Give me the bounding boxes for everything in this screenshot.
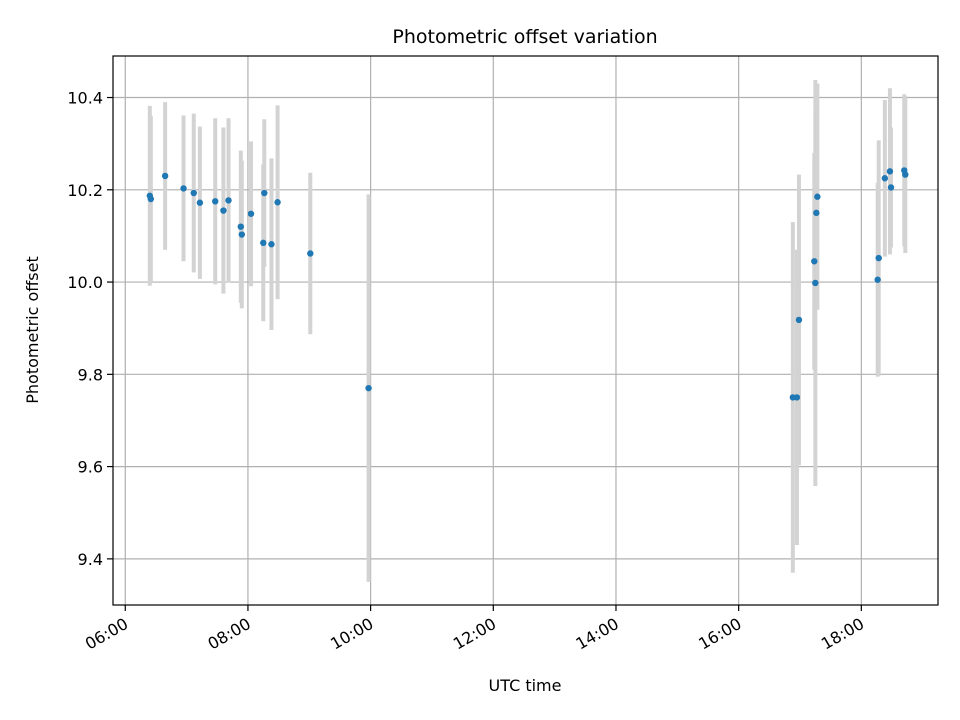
data-point (238, 231, 246, 238)
x-axis-label: UTC time (489, 676, 562, 695)
data-point (161, 172, 169, 180)
data-point (147, 195, 155, 203)
x-tick-label: 16:00 (695, 614, 744, 654)
data-point (813, 209, 820, 217)
data-point (274, 199, 281, 206)
data-point (247, 210, 255, 217)
y-tick-label: 10.0 (67, 273, 103, 292)
error-bars (147, 79, 908, 582)
data-point (268, 241, 275, 248)
data-point (225, 197, 232, 204)
data-point (365, 384, 372, 392)
data-point (814, 193, 821, 200)
y-tick-label: 9.4 (78, 550, 103, 569)
data-point (237, 223, 244, 230)
data-point (881, 175, 889, 182)
x-tick-label: 08:00 (205, 614, 254, 654)
data-point (793, 394, 801, 401)
data-point (212, 198, 219, 205)
data-point (811, 258, 818, 265)
x-tick-label: 10:00 (327, 614, 376, 654)
grid (113, 56, 938, 605)
data-point (795, 316, 803, 324)
data-point (886, 168, 894, 175)
data-point (180, 185, 187, 192)
y-tick-label: 10.4 (67, 89, 103, 108)
data-point (261, 189, 268, 197)
y-axis-label: Photometric offset (23, 256, 42, 404)
y-axis: 9.4 9.6 9.8 10.0 10.2 10.4 (67, 89, 113, 569)
data-points (146, 167, 909, 401)
x-axis: 06:00 08:00 10:00 12:00 14:00 16:00 18:00 (82, 605, 867, 654)
y-tick-label: 9.8 (78, 365, 103, 384)
y-tick-label: 9.6 (78, 458, 103, 477)
data-point (902, 171, 909, 178)
data-point (874, 276, 881, 283)
data-point (875, 254, 882, 262)
y-tick-label: 10.2 (67, 181, 103, 200)
data-point (307, 250, 314, 257)
x-tick-label: 18:00 (818, 614, 867, 654)
plot-frame (112, 55, 939, 606)
data-point (220, 207, 227, 214)
data-point (196, 199, 204, 206)
chart-title: Photometric offset variation (392, 26, 657, 48)
data-point (887, 184, 895, 191)
x-tick-label: 12:00 (450, 614, 499, 654)
x-tick-label: 06:00 (82, 614, 131, 654)
x-tick-label: 14:00 (573, 614, 622, 654)
data-point (812, 279, 819, 287)
data-point (260, 239, 267, 247)
data-point (190, 189, 197, 197)
